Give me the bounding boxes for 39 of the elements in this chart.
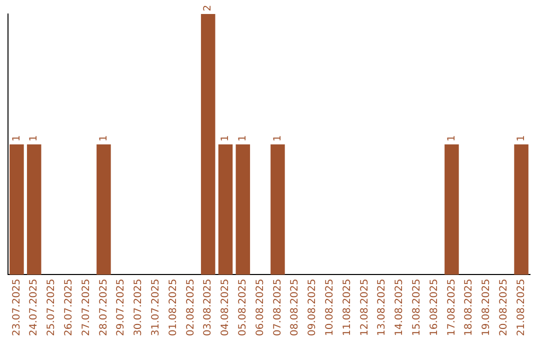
x-tick-label: 30.07.2025: [133, 278, 144, 336]
x-tick-label: 27.07.2025: [80, 278, 92, 336]
data-label: 1: [272, 135, 284, 142]
x-tick-label: 24.07.2025: [28, 278, 40, 336]
x-tick-label: 10.08.2025: [324, 278, 336, 336]
x-tick-label: 04.08.2025: [220, 278, 232, 336]
data-label: 1: [98, 135, 110, 142]
x-tick-label: 08.08.2025: [290, 278, 301, 336]
data-label: 1: [516, 135, 527, 142]
x-tick-label: 19.08.2025: [481, 278, 492, 336]
x-tick-label: 01.08.2025: [168, 278, 179, 336]
x-tick-label: 05.08.2025: [237, 278, 248, 336]
x-tick-label: 18.08.2025: [464, 278, 475, 336]
x-tick-label: 28.07.2025: [98, 278, 110, 336]
x-tick-label: 03.08.2025: [202, 278, 214, 336]
data-label: 1: [220, 135, 232, 142]
x-tick-label: 06.08.2025: [254, 278, 266, 336]
x-tick-label: 26.07.2025: [63, 278, 74, 336]
x-tick-label: 07.08.2025: [272, 278, 284, 336]
x-tick-label: 20.08.2025: [498, 278, 510, 336]
x-tick-label: 25.07.2025: [46, 278, 58, 336]
data-label: 2: [202, 4, 214, 12]
x-tick-label: 02.08.2025: [185, 278, 196, 336]
x-tick-label: 17.08.2025: [446, 278, 458, 336]
x-tick-label: 09.08.2025: [307, 278, 318, 336]
x-tick-label: 12.08.2025: [359, 278, 370, 336]
x-tick-label: 11.08.2025: [342, 278, 353, 336]
data-label: 1: [446, 135, 458, 142]
x-tick-label: 15.08.2025: [411, 278, 422, 336]
x-tick-label: 29.07.2025: [116, 278, 127, 336]
x-tick-label: 31.07.2025: [150, 278, 162, 336]
x-tick-label: 21.08.2025: [516, 278, 527, 336]
x-tick-label: 13.08.2025: [376, 278, 388, 336]
data-label: 1: [237, 135, 248, 142]
x-tick-label: 23.07.2025: [11, 278, 22, 336]
data-label: 1: [28, 135, 40, 142]
x-tick-label: 16.08.2025: [428, 278, 440, 336]
x-tick-label: 14.08.2025: [394, 278, 406, 336]
data-label: 1: [11, 135, 22, 142]
